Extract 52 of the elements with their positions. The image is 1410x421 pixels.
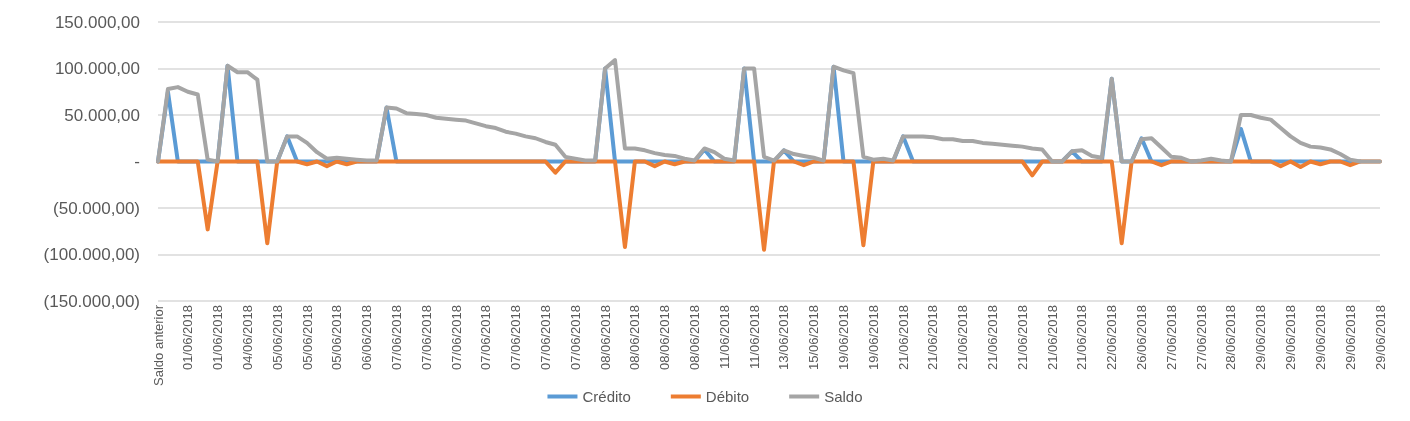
x-tick-label: 08/06/2018 bbox=[686, 305, 702, 371]
y-tick-label: 50.000,00 bbox=[64, 105, 140, 125]
x-tick-label: 19/06/2018 bbox=[836, 305, 852, 371]
y-tick-label: (50.000,00) bbox=[53, 198, 140, 218]
x-tick-label: 22/06/2018 bbox=[1104, 305, 1120, 371]
x-tick-label: 07/06/2018 bbox=[537, 305, 553, 371]
x-tick-label: 11/06/2018 bbox=[746, 305, 762, 370]
x-tick-label: 06/06/2018 bbox=[359, 305, 375, 371]
x-tick-label: 13/06/2018 bbox=[776, 305, 792, 371]
legend-label: Débito bbox=[705, 388, 750, 405]
x-tick-label: 07/06/2018 bbox=[478, 305, 494, 371]
x-tick-label: 27/06/2018 bbox=[1193, 305, 1209, 371]
x-tick-label: 08/06/2018 bbox=[597, 305, 613, 371]
legend-label: Crédito bbox=[582, 388, 631, 405]
x-tick-label: 08/06/2018 bbox=[657, 305, 673, 371]
x-tick-label: 29/06/2018 bbox=[1372, 305, 1388, 371]
x-tick-label: 07/06/2018 bbox=[567, 305, 583, 371]
y-tick-label: - bbox=[134, 152, 140, 171]
x-tick-label: 26/06/2018 bbox=[1134, 305, 1150, 371]
x-tick-label: 19/06/2018 bbox=[865, 305, 881, 371]
y-tick-label: (150.000,00) bbox=[43, 291, 140, 311]
x-tick-label: 28/06/2018 bbox=[1223, 305, 1239, 371]
x-tick-label: 29/06/2018 bbox=[1342, 305, 1358, 371]
x-tick-label: 21/06/2018 bbox=[895, 305, 911, 371]
x-tick-label: 15/06/2018 bbox=[806, 305, 822, 371]
x-tick-label: 29/06/2018 bbox=[1283, 305, 1299, 371]
x-tick-label: 11/06/2018 bbox=[716, 305, 732, 370]
x-tick-label: 29/06/2018 bbox=[1253, 305, 1269, 371]
legend-label: Saldo bbox=[824, 388, 863, 405]
x-tick-label: 21/06/2018 bbox=[1074, 305, 1090, 371]
x-tick-label: 21/06/2018 bbox=[985, 305, 1001, 371]
x-tick-label: 29/06/2018 bbox=[1312, 305, 1328, 371]
x-tick-label: 27/06/2018 bbox=[1163, 305, 1179, 371]
x-tick-label: 08/06/2018 bbox=[627, 305, 643, 371]
x-tick-label: 21/06/2018 bbox=[1044, 305, 1060, 371]
x-tick-label: 01/06/2018 bbox=[210, 305, 226, 371]
x-tick-label: 05/06/2018 bbox=[329, 305, 345, 371]
x-tick-label: 07/06/2018 bbox=[418, 305, 434, 371]
x-tick-label: 07/06/2018 bbox=[448, 305, 464, 371]
x-tick-label: 05/06/2018 bbox=[269, 305, 285, 371]
x-tick-label: 07/06/2018 bbox=[388, 305, 404, 371]
x-tick-label: 05/06/2018 bbox=[299, 305, 315, 371]
y-tick-label: 100.000,00 bbox=[54, 59, 140, 78]
x-tick-label: 01/06/2018 bbox=[180, 305, 196, 371]
y-tick-label: (100.000,00) bbox=[43, 245, 140, 264]
x-tick-label: 21/06/2018 bbox=[955, 305, 971, 371]
x-tick-label: 07/06/2018 bbox=[508, 305, 524, 371]
x-tick-label: 21/06/2018 bbox=[925, 305, 941, 371]
y-tick-label: 150.000,00 bbox=[54, 12, 140, 32]
x-tick-label: 21/06/2018 bbox=[1014, 305, 1030, 371]
x-tick-label: 04/06/2018 bbox=[239, 305, 255, 371]
x-tick-label: Saldo anterior bbox=[150, 304, 166, 386]
